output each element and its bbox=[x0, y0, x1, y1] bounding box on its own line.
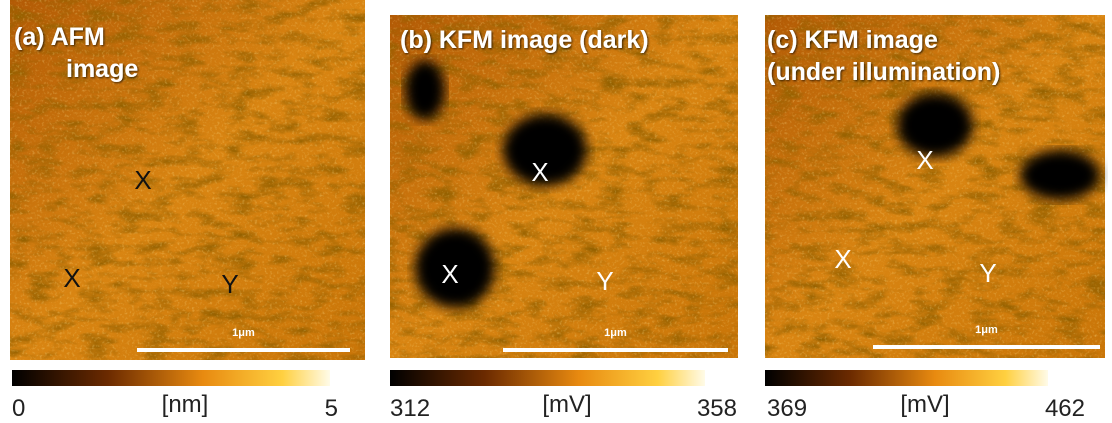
region-marker: X bbox=[63, 263, 80, 293]
scale-bar bbox=[137, 348, 350, 352]
colorbar-unit: [mV] bbox=[900, 391, 949, 418]
region-marker: Y bbox=[596, 266, 613, 296]
scale-bar bbox=[873, 345, 1100, 349]
panel-title: (a) AFM bbox=[14, 23, 105, 51]
panel: (c) KFM image (under illumination) X X Y 1μm 3… bbox=[765, 15, 1105, 422]
colorbar-max: 462 bbox=[1045, 395, 1085, 422]
dark-domain bbox=[405, 60, 445, 120]
colorbar-min: 369 bbox=[767, 395, 807, 422]
scale-bar-label: 1μm bbox=[604, 327, 627, 339]
panel: (b) KFM image (dark) X X Y 1μm 312 [mV] 358 bbox=[390, 15, 738, 422]
region-marker: Y bbox=[221, 269, 238, 299]
dark-domain bbox=[897, 93, 973, 157]
colorbar bbox=[765, 370, 1048, 386]
panel: (a) AFM image X X Y 1μm 0 [nm] 5 bbox=[10, 0, 365, 422]
scale-bar bbox=[503, 348, 728, 352]
region-marker: X bbox=[134, 165, 151, 195]
region-marker: X bbox=[916, 145, 933, 175]
figure: (a) AFM image X X Y 1μm 0 [nm] 5 (b) KFM image (d… bbox=[0, 0, 1112, 423]
image-grain bbox=[10, 0, 365, 360]
colorbar-unit: [mV] bbox=[542, 391, 591, 418]
colorbar-unit: [nm] bbox=[162, 391, 209, 418]
colorbar bbox=[12, 370, 330, 386]
colorbar-min: 0 bbox=[12, 395, 25, 422]
scale-bar-label: 1μm bbox=[975, 324, 998, 336]
panel-title: (b) KFM image (dark) bbox=[400, 26, 649, 54]
panel-title: image bbox=[66, 55, 138, 83]
dark-domain bbox=[1020, 150, 1100, 200]
panels: (a) AFM image X X Y 1μm 0 [nm] 5 (b) KFM image (d… bbox=[10, 0, 1105, 422]
scale-bar-label: 1μm bbox=[232, 327, 255, 339]
region-marker: X bbox=[441, 259, 458, 289]
region-marker: Y bbox=[979, 258, 996, 288]
colorbar-max: 358 bbox=[697, 395, 737, 422]
region-marker: X bbox=[531, 157, 548, 187]
region-marker: X bbox=[834, 244, 851, 274]
image-grain bbox=[390, 15, 738, 358]
panel-title: (c) KFM image bbox=[767, 26, 938, 54]
panel-title: (under illumination) bbox=[767, 58, 1000, 86]
colorbar-min: 312 bbox=[390, 395, 430, 422]
colorbar bbox=[390, 370, 705, 386]
colorbar-max: 5 bbox=[325, 395, 338, 422]
